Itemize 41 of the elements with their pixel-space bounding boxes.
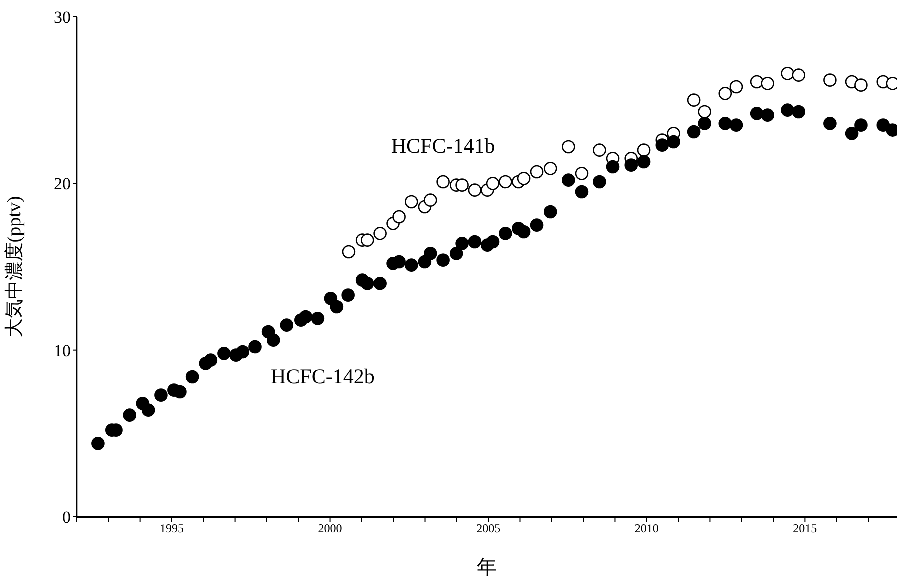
point [405,195,418,209]
point [517,172,531,186]
point [436,175,450,189]
point [456,178,469,192]
point [750,75,764,89]
point [544,162,558,176]
point [562,140,576,154]
x-tick-label: 1995 [160,522,184,536]
point [593,144,606,157]
point [792,68,806,82]
series-label: HCFC-142b [271,364,375,388]
y-tick-label: 0 [62,508,71,528]
x-tick-label: 2000 [318,522,342,536]
y-tick-label: 30 [54,8,71,28]
point [342,245,356,259]
y-tick-label: 20 [54,174,71,194]
point [530,165,544,179]
point [637,144,651,157]
y-tick-label: 10 [54,341,71,360]
point [761,77,774,90]
point [486,177,500,190]
point [687,94,701,107]
point [468,184,482,197]
point [730,80,744,94]
x-tick-label: 2005 [476,522,501,536]
point [824,74,837,87]
point [575,167,589,180]
x-tick-label: 2015 [793,522,818,536]
point [718,87,732,100]
point [374,227,387,240]
point [499,175,512,189]
point [392,210,406,224]
x-tick-label: 2010 [634,522,659,536]
point [781,67,794,80]
point [424,194,438,207]
point [698,105,712,119]
point [854,78,868,92]
x-axis-title: 年 [477,557,497,578]
point [360,234,374,247]
series-label: HCFC-141b [391,134,496,158]
y-axis-title: 大気中濃度(pptv) [4,196,26,338]
